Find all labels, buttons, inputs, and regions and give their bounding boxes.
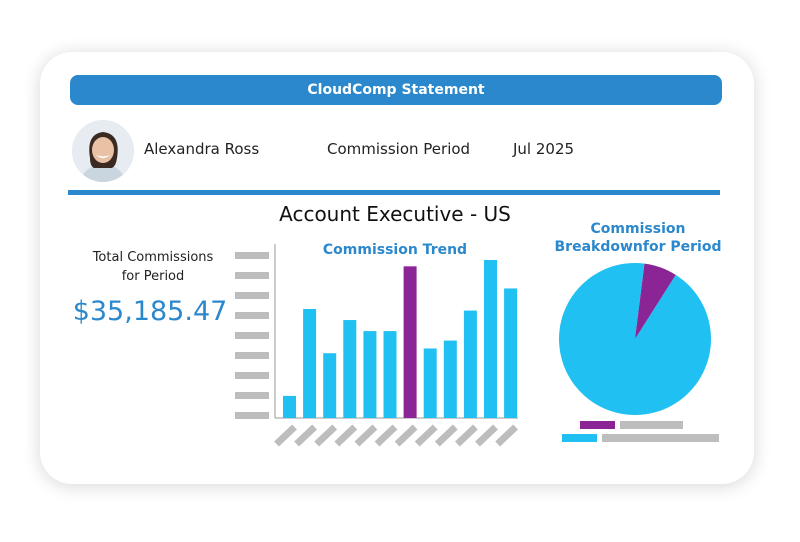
trend-bar: [484, 260, 497, 418]
y-tick-label-placeholder: [235, 332, 269, 339]
y-tick-label-placeholder: [235, 292, 269, 299]
trend-bar: [423, 348, 437, 418]
x-tick-label-placeholder: [374, 424, 398, 447]
trend-bar: [463, 310, 477, 418]
role-title: Account Executive - US: [279, 202, 511, 226]
period-value: Jul 2025: [513, 140, 575, 158]
legend-swatch: [562, 434, 597, 442]
x-tick-label-placeholder: [394, 424, 418, 447]
total-label-line2: for Period: [121, 269, 185, 284]
x-tick-label-placeholder: [454, 424, 478, 447]
x-tick-label-placeholder: [274, 424, 297, 447]
trend-bar: [323, 353, 337, 418]
breakdown-chart-title: Commission Breakdownfor Period: [554, 221, 722, 255]
total-commissions-label: Total Commissions for Period: [78, 248, 228, 286]
y-tick-label-placeholder: [235, 252, 269, 259]
legend-label-placeholder: [620, 421, 683, 429]
avatar-photo-icon: [72, 120, 134, 182]
statement-title: CloudComp Statement: [70, 75, 722, 105]
x-tick-label-placeholder: [334, 424, 358, 447]
trend-bar: [363, 331, 377, 418]
trend-bar: [383, 331, 397, 418]
y-tick-label-placeholder: [235, 372, 269, 379]
trend-bar: [443, 340, 457, 418]
pie-slice: [635, 263, 676, 339]
legend-label-placeholder: [602, 434, 719, 442]
employee-name: Alexandra Ross: [144, 140, 260, 158]
y-tick-label-placeholder: [235, 412, 269, 419]
avatar: [72, 120, 134, 182]
pie-slice: [558, 262, 711, 415]
period-label: Commission Period: [327, 140, 471, 158]
trend-bar: [303, 308, 317, 418]
x-tick-label-placeholder: [434, 424, 458, 447]
total-commissions-value: $35,185.47: [72, 296, 228, 327]
trend-chart-title: Commission Trend: [322, 242, 468, 258]
header-divider: [68, 190, 720, 195]
trend-bar: [343, 320, 357, 418]
y-tick-label-placeholder: [235, 312, 269, 319]
trend-bar: [403, 266, 417, 418]
trend-bar: [283, 395, 296, 418]
x-tick-label-placeholder: [354, 424, 378, 447]
y-tick-label-placeholder: [235, 272, 269, 279]
total-label-line1: Total Commissions: [92, 250, 214, 265]
x-tick-label-placeholder: [314, 424, 338, 447]
legend-swatch: [580, 421, 615, 429]
x-tick-label-placeholder: [414, 424, 438, 447]
x-tick-label-placeholder: [294, 424, 318, 447]
trend-bar: [504, 288, 518, 418]
y-tick-label-placeholder: [235, 352, 269, 359]
y-tick-label-placeholder: [235, 392, 269, 399]
x-tick-label-placeholder: [475, 424, 498, 447]
x-tick-label-placeholder: [495, 424, 519, 447]
